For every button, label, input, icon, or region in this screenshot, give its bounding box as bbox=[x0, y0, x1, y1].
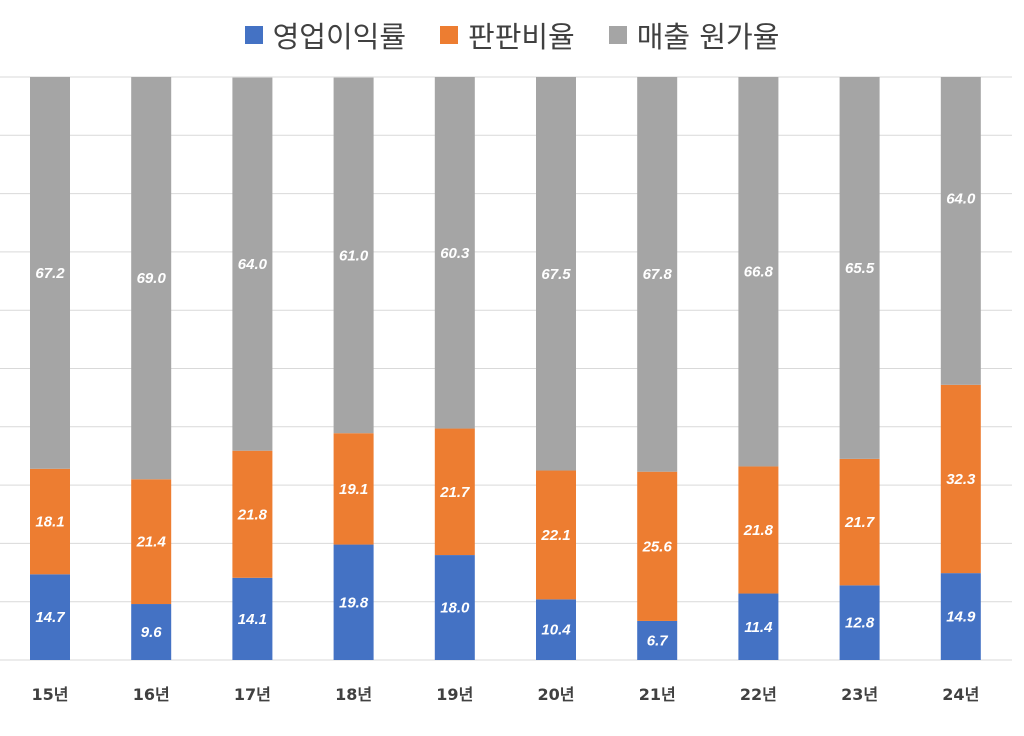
data-label: 67.2 bbox=[35, 265, 65, 282]
x-tick-label: 23년 bbox=[841, 685, 878, 704]
bar-segment bbox=[333, 433, 374, 545]
data-label: 18.1 bbox=[35, 514, 64, 531]
data-label: 11.4 bbox=[744, 619, 773, 636]
bar-segment bbox=[131, 479, 172, 605]
legend-label: 영업이익률 bbox=[272, 20, 407, 54]
bar-segment bbox=[434, 77, 475, 429]
data-label: 6.7 bbox=[647, 632, 669, 649]
bar-segment bbox=[940, 77, 981, 385]
bar-segment bbox=[637, 471, 678, 621]
bar-segment bbox=[232, 577, 273, 660]
legend-item: 매출 원가율 bbox=[608, 14, 780, 56]
legend-swatch bbox=[440, 26, 459, 44]
data-label: 60.3 bbox=[440, 245, 470, 262]
data-label: 22.1 bbox=[540, 527, 570, 544]
data-label: 19.1 bbox=[339, 481, 368, 498]
legend-swatch bbox=[244, 26, 263, 44]
data-label: 14.7 bbox=[35, 609, 65, 626]
data-label: 9.6 bbox=[141, 624, 163, 641]
bar-segment bbox=[434, 555, 475, 660]
data-label: 14.9 bbox=[946, 609, 976, 626]
data-label: 69.0 bbox=[137, 270, 167, 287]
bar-segment bbox=[536, 599, 576, 660]
data-label: 21.8 bbox=[743, 522, 774, 539]
bar-segment bbox=[536, 470, 576, 600]
data-label: 19.8 bbox=[339, 594, 369, 611]
bar-segment bbox=[434, 428, 475, 556]
data-label: 61.0 bbox=[339, 247, 369, 264]
data-label: 21.7 bbox=[844, 514, 875, 531]
x-tick-label: 21년 bbox=[639, 685, 676, 704]
bar-segment bbox=[30, 574, 70, 660]
data-label: 10.4 bbox=[541, 622, 571, 639]
data-label: 32.3 bbox=[946, 471, 976, 488]
data-label: 67.8 bbox=[643, 266, 673, 283]
bar-segment bbox=[738, 466, 779, 594]
bar-segment bbox=[232, 450, 273, 578]
data-label: 21.8 bbox=[237, 506, 268, 523]
bar-segment bbox=[738, 593, 779, 660]
bar-segment bbox=[940, 573, 981, 660]
bar-segment bbox=[30, 77, 70, 469]
bar-segment bbox=[839, 585, 880, 660]
legend-label: 매출 원가율 bbox=[636, 20, 780, 54]
bar-segment bbox=[738, 77, 779, 467]
bar-segment bbox=[333, 77, 374, 434]
bar-segment bbox=[232, 77, 273, 451]
x-tick-label: 17년 bbox=[234, 685, 271, 704]
data-label: 18.0 bbox=[440, 600, 470, 617]
bar-segment bbox=[30, 468, 70, 575]
legend: 영업이익률 판판비율 매출 원가율 bbox=[0, 14, 1024, 56]
bar-segment bbox=[131, 604, 172, 660]
data-label: 14.1 bbox=[238, 611, 267, 628]
x-tick-label: 18년 bbox=[335, 685, 372, 704]
legend-swatch bbox=[608, 26, 627, 44]
x-tick-label: 19년 bbox=[436, 685, 473, 704]
bar-segment bbox=[131, 77, 172, 480]
x-tick-label: 16년 bbox=[133, 685, 170, 704]
bar-segment bbox=[536, 77, 576, 471]
legend-item: 영업이익률 bbox=[244, 14, 407, 56]
x-tick-label: 20년 bbox=[538, 685, 575, 704]
data-label: 64.0 bbox=[238, 256, 268, 273]
bar-segment bbox=[839, 77, 880, 459]
data-label: 65.5 bbox=[845, 260, 875, 277]
data-label: 25.6 bbox=[642, 538, 673, 555]
data-label: 64.0 bbox=[946, 190, 976, 207]
bar-segment bbox=[839, 458, 880, 586]
legend-item: 판판비율 bbox=[440, 14, 575, 56]
data-label: 21.7 bbox=[439, 484, 470, 501]
data-label: 66.8 bbox=[744, 264, 774, 281]
data-label: 21.4 bbox=[136, 534, 167, 551]
x-tick-label: 15년 bbox=[32, 685, 69, 704]
legend-label: 판판비율 bbox=[468, 20, 575, 54]
bar-segment bbox=[637, 77, 678, 472]
bar-segment bbox=[333, 544, 374, 660]
data-label: 67.5 bbox=[541, 266, 571, 283]
data-label: 12.8 bbox=[845, 615, 875, 632]
bar-segment bbox=[940, 384, 981, 574]
x-tick-label: 22년 bbox=[740, 685, 777, 704]
bar-segment bbox=[637, 620, 678, 660]
x-tick-label: 24년 bbox=[942, 685, 979, 704]
